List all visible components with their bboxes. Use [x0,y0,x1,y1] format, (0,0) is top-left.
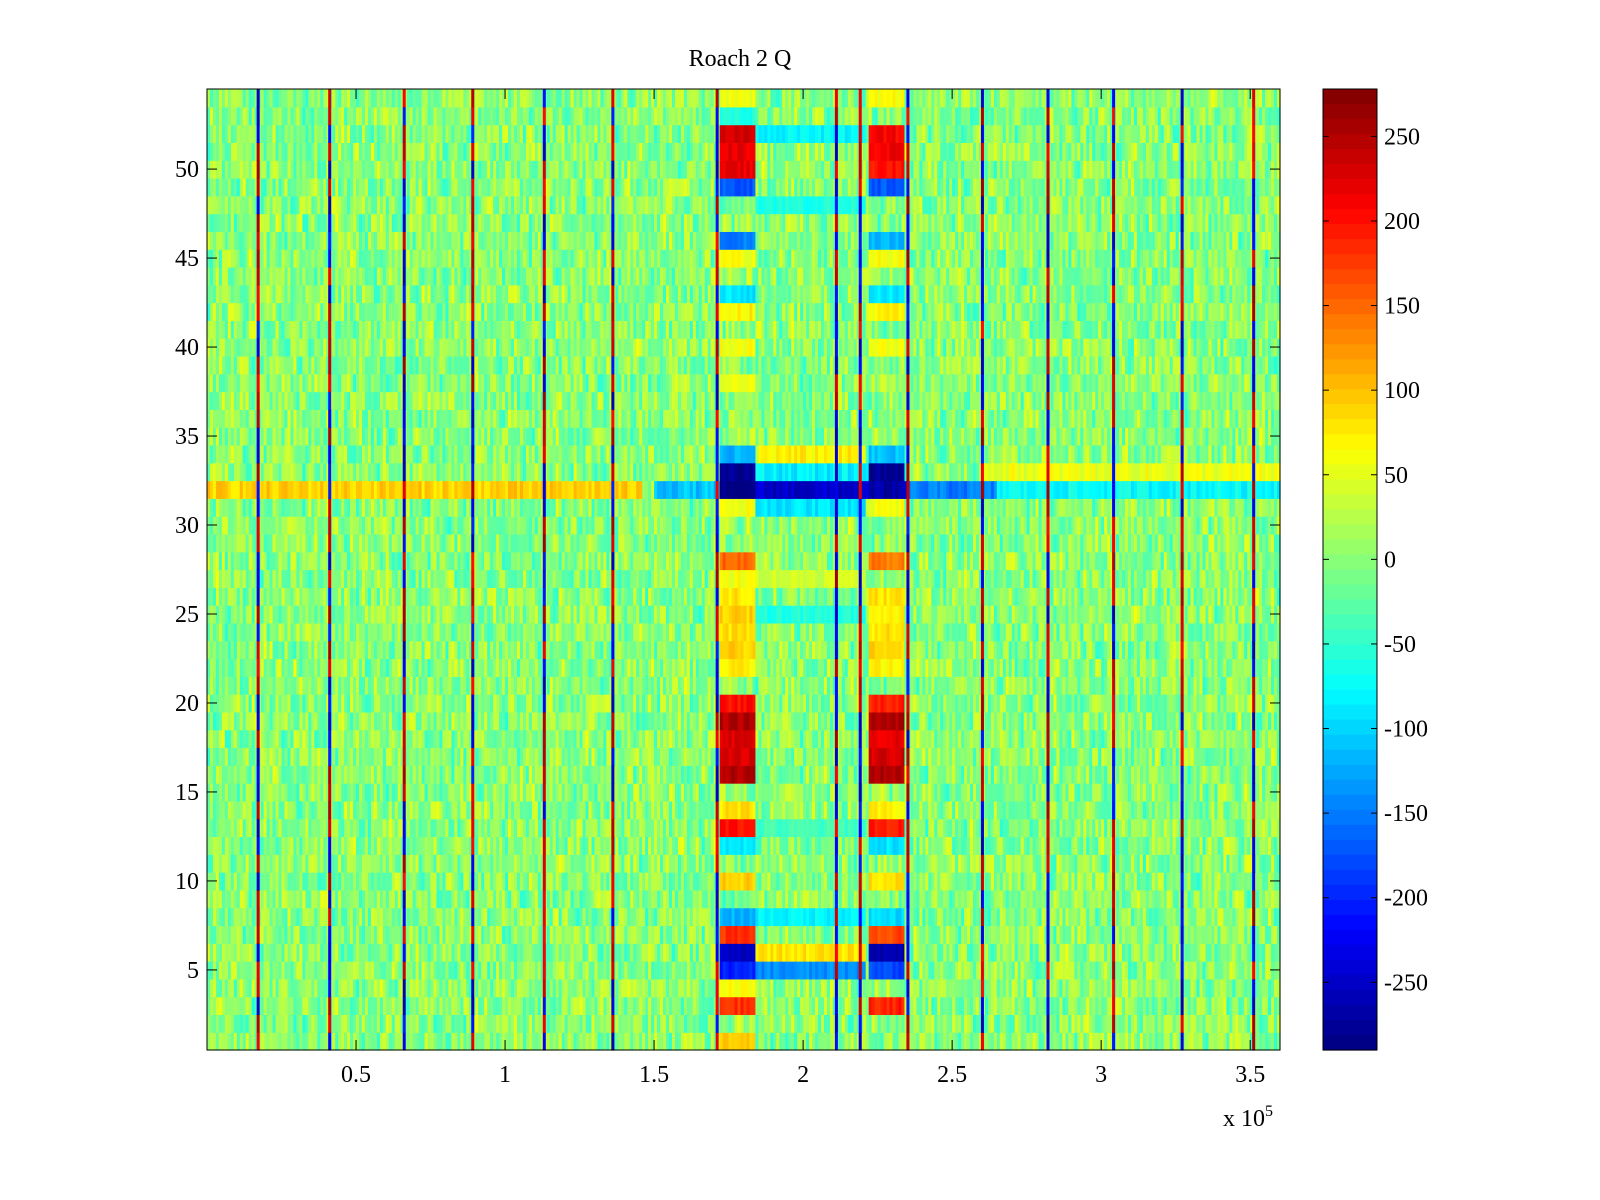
chart-title: Roach 2 Q [689,46,792,72]
heatmap-image [207,89,1281,1051]
heatmap-figure: Roach 2 Q 0.5 1 1.5 2 2.5 3 3.5 51015202530354… [0,0,1600,1200]
